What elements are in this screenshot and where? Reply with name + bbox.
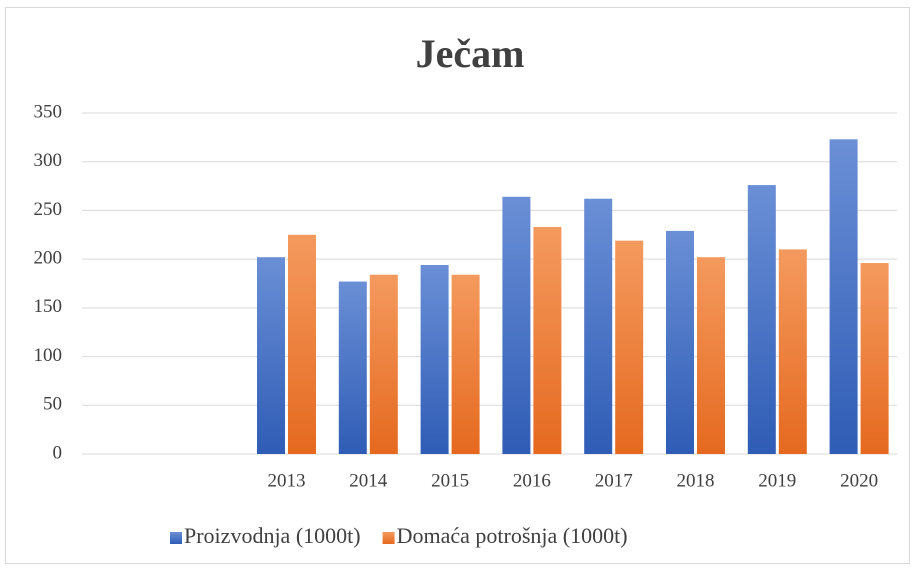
bar <box>666 230 694 454</box>
chart-title: Ječam <box>416 31 525 76</box>
legend-label: Proizvodnja (1000t) <box>184 523 361 548</box>
bar <box>697 257 725 454</box>
bar <box>369 274 398 454</box>
y-tick-label: 350 <box>34 101 63 122</box>
bar <box>451 274 480 454</box>
bar <box>829 139 858 454</box>
bar <box>860 263 889 454</box>
x-tick-label: 2019 <box>758 470 796 491</box>
y-tick-label: 100 <box>34 345 63 366</box>
bar <box>584 198 613 454</box>
y-tick-label: 50 <box>43 394 62 415</box>
y-tick-label: 300 <box>34 150 63 171</box>
x-tick-label: 2013 <box>268 470 306 491</box>
bar <box>533 226 562 454</box>
x-tick-label: 2020 <box>840 470 878 491</box>
x-tick-label: 2016 <box>513 470 551 491</box>
bar <box>338 281 367 454</box>
legend-swatch <box>382 532 395 544</box>
bar <box>420 264 449 454</box>
bar <box>615 240 644 454</box>
bar <box>257 257 285 454</box>
x-tick-label: 2018 <box>677 470 715 491</box>
bar <box>502 196 531 454</box>
y-tick-label: 200 <box>34 248 63 269</box>
bar <box>288 234 316 454</box>
x-tick-label: 2014 <box>349 470 388 491</box>
legend-label: Domaća potrošnja (1000t) <box>397 523 628 548</box>
x-tick-label: 2017 <box>595 470 633 491</box>
bar <box>747 185 776 454</box>
bar <box>778 249 807 454</box>
y-tick-label: 150 <box>34 296 63 317</box>
y-tick-label: 0 <box>53 442 63 463</box>
y-tick-label: 250 <box>34 199 63 220</box>
legend-swatch <box>170 532 182 544</box>
x-tick-label: 2015 <box>431 470 469 491</box>
